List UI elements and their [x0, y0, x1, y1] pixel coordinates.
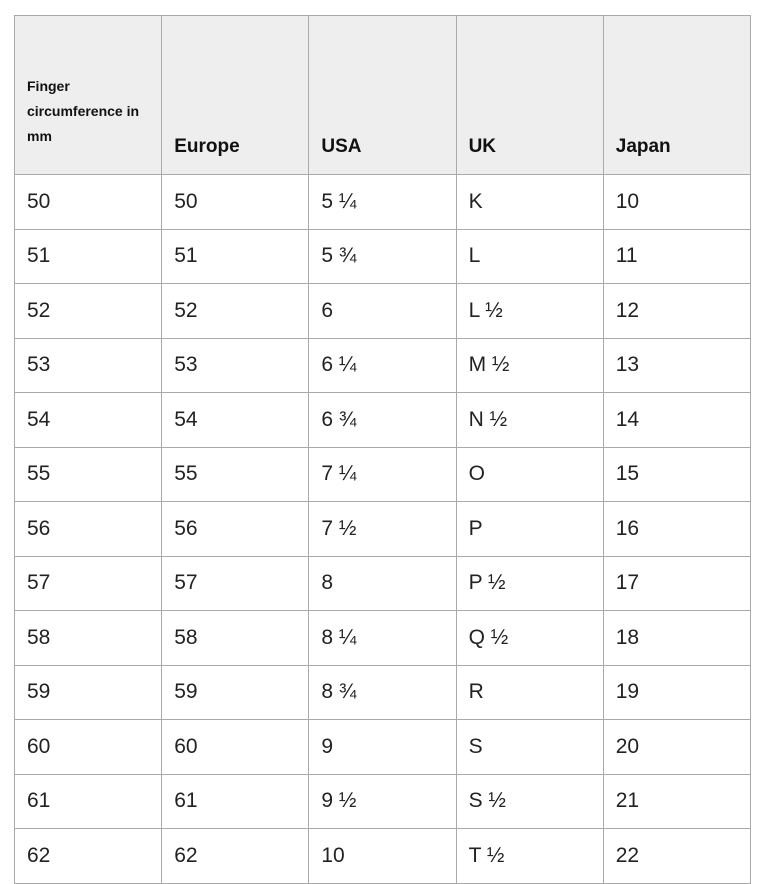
table-cell: 22 [602, 828, 752, 884]
table-cell: 53 [13, 337, 163, 393]
table-cell: 13 [602, 337, 752, 393]
table-row: 59 59 8 ¾ R 19 [13, 664, 752, 720]
table-cell: 20 [602, 719, 752, 775]
column-header: Europe [161, 15, 310, 175]
table-cell: S [455, 719, 604, 775]
table-cell: 57 [161, 555, 310, 611]
table-cell: Q ½ [455, 610, 604, 666]
table-cell: P ½ [455, 555, 604, 611]
table-cell: 5 ¼ [308, 174, 457, 230]
table-cell: T ½ [455, 828, 604, 884]
table-cell: N ½ [455, 392, 604, 448]
table-cell: 7 ½ [308, 501, 457, 557]
table-cell: 51 [13, 228, 163, 284]
column-header: USA [308, 15, 457, 175]
table-cell: 11 [602, 228, 752, 284]
table-cell: 62 [161, 828, 310, 884]
table-cell: 8 [308, 555, 457, 611]
table-cell: 59 [13, 664, 163, 720]
table-cell: 55 [161, 446, 310, 502]
table-cell: 9 [308, 719, 457, 775]
table-cell: 61 [13, 773, 163, 829]
table-row: 55 55 7 ¼ O 15 [13, 446, 752, 502]
table-cell: 21 [602, 773, 752, 829]
table-cell: 50 [13, 174, 163, 230]
table-cell: 56 [161, 501, 310, 557]
table-cell: 6 ¾ [308, 392, 457, 448]
table-row: 51 51 5 ¾ L 11 [13, 228, 752, 284]
table-row: 60 60 9 S 20 [13, 719, 752, 775]
table-cell: 17 [602, 555, 752, 611]
table-cell: 8 ¼ [308, 610, 457, 666]
table-cell: 5 ¾ [308, 228, 457, 284]
table-cell: 61 [161, 773, 310, 829]
table-row: 52 52 6 L ½ 12 [13, 283, 752, 339]
table-cell: 14 [602, 392, 752, 448]
table-cell: 54 [13, 392, 163, 448]
table-cell: 56 [13, 501, 163, 557]
table-cell: 62 [13, 828, 163, 884]
table-cell: S ½ [455, 773, 604, 829]
table-cell: 55 [13, 446, 163, 502]
column-header: Finger circumference in mm [13, 15, 163, 175]
table-cell: L ½ [455, 283, 604, 339]
table-cell: 58 [13, 610, 163, 666]
table-row: 56 56 7 ½ P 16 [13, 501, 752, 557]
table-row: 62 62 10 T ½ 22 [13, 828, 752, 884]
size-table: Finger circumference in mm Europe USA UK Jap… [13, 15, 752, 884]
table-cell: 10 [602, 174, 752, 230]
table-cell: 57 [13, 555, 163, 611]
table-row: 57 57 8 P ½ 17 [13, 555, 752, 611]
size-table-container: Finger circumference in mm Europe USA UK Jap… [13, 15, 752, 884]
table-cell: 18 [602, 610, 752, 666]
table-cell: 19 [602, 664, 752, 720]
table-cell: 9 ½ [308, 773, 457, 829]
table-cell: 50 [161, 174, 310, 230]
table-cell: 7 ¼ [308, 446, 457, 502]
table-cell: 10 [308, 828, 457, 884]
table-cell: 15 [602, 446, 752, 502]
table-cell: R [455, 664, 604, 720]
header-row: Finger circumference in mm Europe USA UK Jap… [13, 15, 752, 175]
table-cell: 51 [161, 228, 310, 284]
table-cell: 59 [161, 664, 310, 720]
table-cell: 53 [161, 337, 310, 393]
column-header: UK [455, 15, 604, 175]
table-cell: 60 [13, 719, 163, 775]
table-cell: 52 [161, 283, 310, 339]
table-cell: O [455, 446, 604, 502]
table-cell: M ½ [455, 337, 604, 393]
table-cell: K [455, 174, 604, 230]
column-header: Japan [602, 15, 752, 175]
table-cell: 6 ¼ [308, 337, 457, 393]
table-cell: 12 [602, 283, 752, 339]
table-cell: 58 [161, 610, 310, 666]
table-cell: 60 [161, 719, 310, 775]
table-cell: 52 [13, 283, 163, 339]
table-row: 50 50 5 ¼ K 10 [13, 174, 752, 230]
table-cell: 16 [602, 501, 752, 557]
table-cell: L [455, 228, 604, 284]
table-cell: P [455, 501, 604, 557]
table-cell: 6 [308, 283, 457, 339]
table-cell: 8 ¾ [308, 664, 457, 720]
table-cell: 54 [161, 392, 310, 448]
